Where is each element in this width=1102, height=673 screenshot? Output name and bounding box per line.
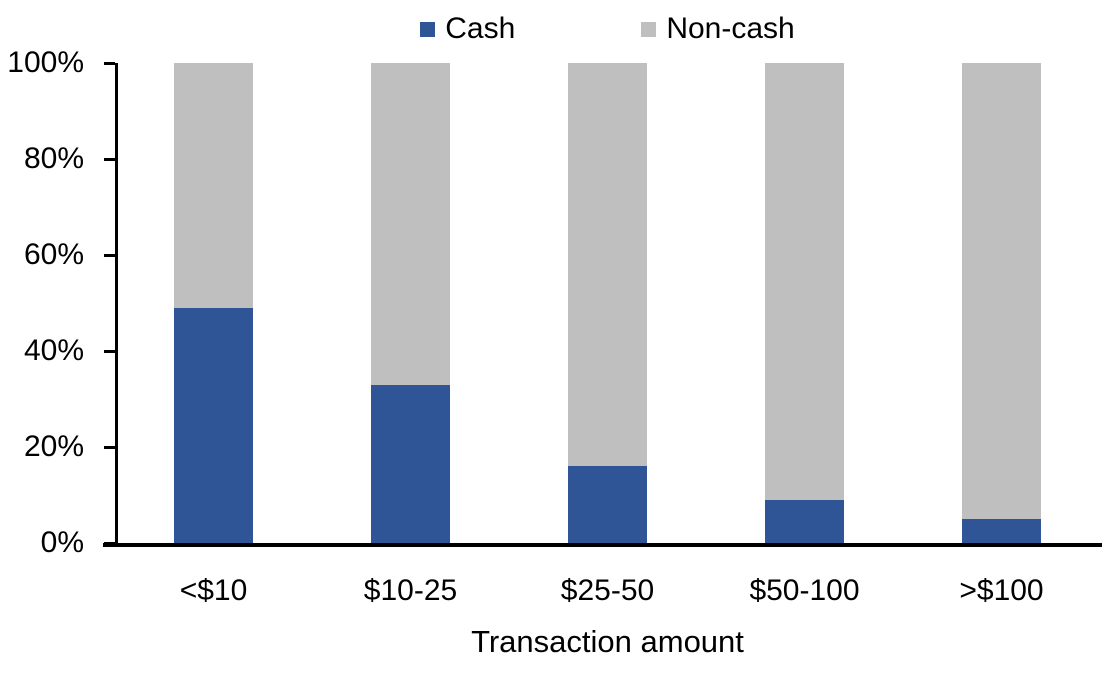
- y-axis-tick: [104, 157, 115, 161]
- x-tick-label: $50-100: [749, 574, 860, 607]
- bar-segment-cash: [765, 499, 844, 543]
- x-tick-label: >$100: [959, 574, 1044, 607]
- bar-segment-noncash: [568, 63, 647, 467]
- x-tick-label: <$10: [179, 574, 248, 607]
- y-tick-label: 80%: [23, 142, 84, 175]
- legend-swatch-icon: [420, 21, 436, 37]
- legend-label: Cash: [445, 12, 516, 45]
- x-axis-title: Transaction amount: [471, 624, 744, 659]
- y-tick-label: 0%: [40, 526, 84, 559]
- bar-segment-noncash: [962, 63, 1041, 519]
- bar-column-4: [765, 63, 844, 543]
- legend-item-cash: Cash: [420, 14, 515, 44]
- y-tick-label: 100%: [7, 46, 84, 79]
- bar-segment-noncash: [371, 63, 450, 385]
- bar-column-2: [371, 63, 450, 543]
- y-tick-label: 20%: [23, 430, 84, 463]
- y-axis-tick: [104, 349, 115, 353]
- bar-segment-cash: [174, 307, 253, 543]
- legend-label: Non-cash: [666, 12, 795, 45]
- bar-column-3: [568, 63, 647, 543]
- bar-segment-cash: [962, 519, 1041, 543]
- x-axis-line: [103, 543, 1102, 547]
- legend-swatch-icon: [641, 21, 657, 37]
- x-tick-label: $10-25: [363, 574, 458, 607]
- chart-legend: Cash Non-cash: [115, 8, 1100, 50]
- bar-segment-noncash: [174, 63, 253, 308]
- y-tick-label: 40%: [23, 334, 84, 367]
- bar-column-5: [962, 63, 1041, 543]
- plot-area: [104, 61, 1100, 545]
- bar-segment-noncash: [765, 63, 844, 500]
- bar-column-1: [174, 63, 253, 543]
- bar-segment-cash: [568, 466, 647, 543]
- x-tick-label: $25-50: [560, 574, 655, 607]
- y-axis-tick: [104, 61, 115, 65]
- legend-item-non-cash: Non-cash: [641, 12, 795, 45]
- y-axis-tick: [104, 253, 115, 257]
- y-axis-tick: [104, 445, 115, 449]
- bar-segment-cash: [371, 384, 450, 543]
- y-tick-label: 60%: [23, 238, 84, 271]
- y-axis-line: [115, 63, 118, 543]
